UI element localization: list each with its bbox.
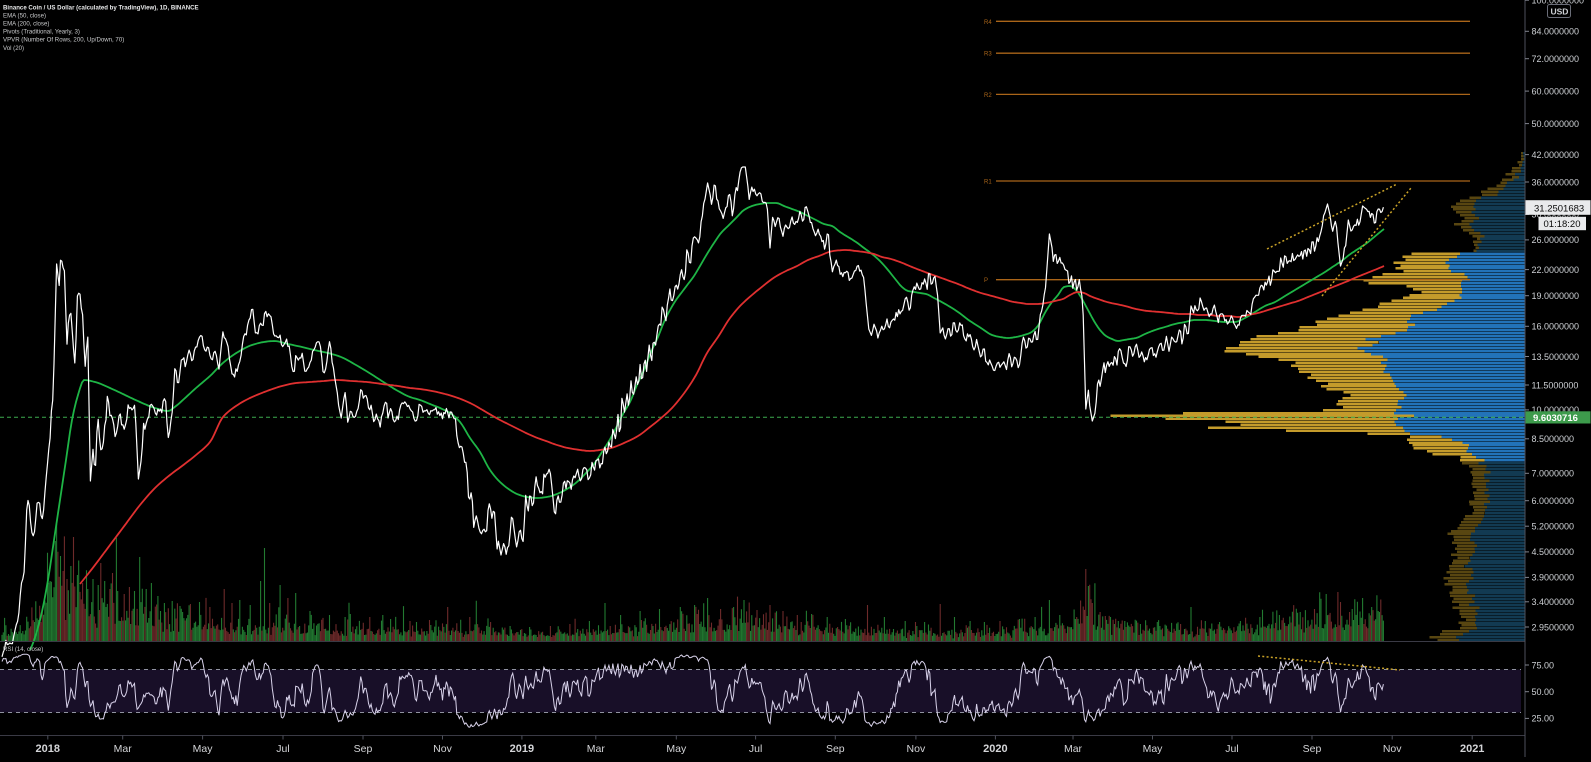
svg-text:72.0000000: 72.0000000 bbox=[1532, 54, 1580, 64]
svg-text:Sep: Sep bbox=[1303, 743, 1322, 755]
svg-text:2021: 2021 bbox=[1460, 743, 1484, 755]
svg-text:Jul: Jul bbox=[1225, 743, 1238, 755]
svg-text:36.0000000: 36.0000000 bbox=[1532, 177, 1580, 187]
svg-text:Jul: Jul bbox=[749, 743, 762, 755]
svg-text:2018: 2018 bbox=[36, 743, 60, 755]
svg-text:2020: 2020 bbox=[983, 743, 1007, 755]
svg-text:R4: R4 bbox=[984, 20, 992, 26]
svg-text:Vol (20): Vol (20) bbox=[3, 45, 24, 52]
svg-text:13.5000000: 13.5000000 bbox=[1532, 352, 1580, 362]
svg-text:11.5000000: 11.5000000 bbox=[1532, 380, 1579, 390]
svg-text:50.0000000: 50.0000000 bbox=[1532, 119, 1580, 129]
svg-text:10.0000000: 10.0000000 bbox=[1532, 405, 1580, 415]
svg-text:9.6030716: 9.6030716 bbox=[1533, 413, 1578, 424]
svg-text:Sep: Sep bbox=[826, 743, 845, 755]
svg-text:2019: 2019 bbox=[510, 743, 534, 755]
svg-text:Mar: Mar bbox=[114, 743, 133, 755]
svg-text:R3: R3 bbox=[984, 52, 992, 58]
svg-text:R1: R1 bbox=[984, 180, 992, 186]
svg-text:Nov: Nov bbox=[433, 743, 452, 755]
svg-text:5.2000000: 5.2000000 bbox=[1532, 522, 1575, 532]
svg-text:VPVR (Number Of Rows, 200, Up/: VPVR (Number Of Rows, 200, Up/Down, 70) bbox=[3, 37, 124, 44]
svg-text:EMA (200, close): EMA (200, close) bbox=[3, 21, 49, 28]
svg-text:Mar: Mar bbox=[587, 743, 606, 755]
svg-text:May: May bbox=[193, 743, 214, 755]
svg-text:22.0000000: 22.0000000 bbox=[1532, 265, 1580, 275]
svg-text:Binance Coin / US Dollar (calc: Binance Coin / US Dollar (calculated by … bbox=[3, 4, 199, 11]
svg-text:RSI (14, close): RSI (14, close) bbox=[3, 646, 43, 653]
svg-text:31.2501683: 31.2501683 bbox=[1534, 203, 1584, 214]
svg-text:42.0000000: 42.0000000 bbox=[1532, 150, 1580, 160]
svg-text:26.0000000: 26.0000000 bbox=[1532, 235, 1580, 245]
svg-text:Jul: Jul bbox=[276, 743, 289, 755]
svg-text:84.0000000: 84.0000000 bbox=[1532, 27, 1580, 37]
svg-text:R2: R2 bbox=[984, 93, 992, 99]
svg-text:Nov: Nov bbox=[1383, 743, 1402, 755]
svg-text:2.9500000: 2.9500000 bbox=[1532, 622, 1575, 632]
svg-text:19.0000000: 19.0000000 bbox=[1532, 291, 1580, 301]
svg-text:May: May bbox=[666, 743, 687, 755]
svg-text:7.0000000: 7.0000000 bbox=[1532, 469, 1575, 479]
svg-text:6.0000000: 6.0000000 bbox=[1532, 496, 1575, 506]
svg-text:May: May bbox=[1143, 743, 1164, 755]
svg-text:8.5000000: 8.5000000 bbox=[1532, 434, 1575, 444]
svg-text:EMA (50, close): EMA (50, close) bbox=[3, 12, 46, 19]
svg-text:P: P bbox=[984, 278, 988, 284]
svg-text:Nov: Nov bbox=[907, 743, 926, 755]
svg-text:4.5000000: 4.5000000 bbox=[1532, 547, 1575, 557]
svg-text:3.4000000: 3.4000000 bbox=[1532, 597, 1575, 607]
svg-text:60.0000000: 60.0000000 bbox=[1532, 86, 1580, 96]
svg-text:3.9000000: 3.9000000 bbox=[1532, 573, 1575, 583]
svg-text:Sep: Sep bbox=[354, 743, 373, 755]
svg-text:Mar: Mar bbox=[1064, 743, 1083, 755]
svg-text:16.0000000: 16.0000000 bbox=[1532, 322, 1580, 332]
svg-text:75.00: 75.00 bbox=[1532, 660, 1555, 670]
svg-text:01:18:20: 01:18:20 bbox=[1544, 219, 1581, 230]
svg-text:Pivots (Traditional, Yearly, 3: Pivots (Traditional, Yearly, 3) bbox=[3, 29, 80, 36]
svg-text:25.00: 25.00 bbox=[1532, 714, 1555, 724]
svg-text:100.0000000: 100.0000000 bbox=[1532, 0, 1585, 6]
svg-text:50.00: 50.00 bbox=[1532, 687, 1555, 697]
svg-text:USD: USD bbox=[1551, 7, 1569, 17]
